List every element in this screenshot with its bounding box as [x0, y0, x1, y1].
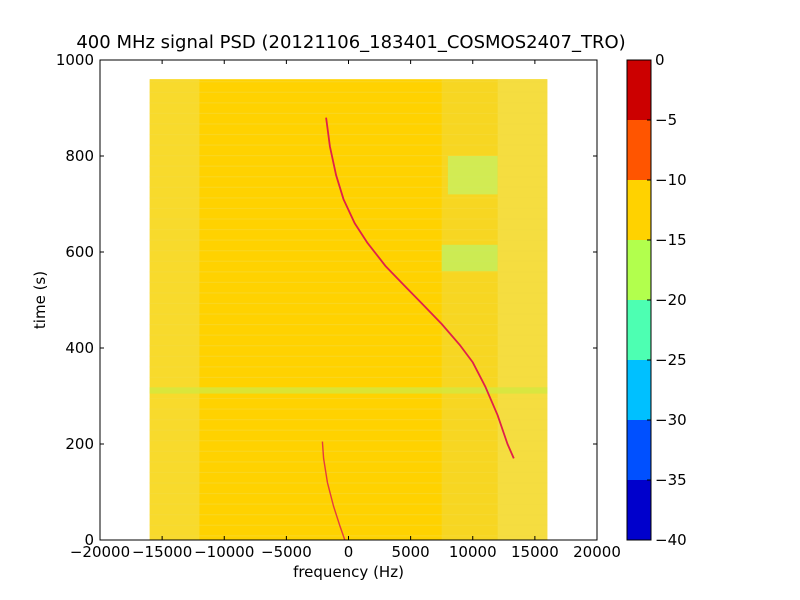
spectrogram-stripe — [149, 419, 548, 421]
colorbar: 0 −5 −10 −15 −20 −25 −30 −35 −40 — [627, 51, 687, 549]
x-axis: −20000 −15000 −10000 −5000 0 5000 10000 15000 20… — [70, 60, 621, 561]
colorbar-band — [627, 120, 651, 180]
colorbar-band — [627, 360, 651, 420]
spectrogram-stripe — [149, 144, 548, 146]
y-axis: 0 200 400 600 800 1000 — [56, 51, 597, 549]
colorbar-tick-label: −15 — [655, 231, 687, 249]
spectrogram-stripe — [149, 123, 548, 125]
spectrogram-stripe — [149, 81, 548, 83]
x-tick-label: 0 — [344, 543, 354, 561]
spectrogram-stripe — [149, 461, 548, 463]
spectrogram-stripe — [149, 408, 548, 410]
spectrogram-stripe — [149, 471, 548, 474]
spectrogram-stripe — [149, 133, 548, 136]
colorbar-tick-label: −40 — [655, 531, 687, 549]
signal-trace-lower — [321, 441, 346, 541]
colorbar-tick-label: −35 — [655, 471, 687, 489]
x-tick-label: 5000 — [392, 543, 430, 561]
spectrogram-stripe — [149, 482, 548, 484]
y-tick-label: 1000 — [56, 51, 94, 69]
spectrogram-stripe — [149, 197, 548, 199]
colorbar-frame — [626, 59, 652, 541]
spectrogram-stripe — [149, 292, 548, 294]
spectrogram-stripe — [149, 155, 548, 157]
spectrogram-stripe — [149, 313, 548, 315]
green-patch — [447, 156, 498, 195]
spectrogram-stripe — [149, 102, 548, 104]
spectrogram-stripe — [149, 334, 548, 336]
spectrogram-stripe — [149, 281, 548, 283]
spectrogram-stripe — [149, 450, 548, 452]
x-tick-label: 20000 — [573, 543, 621, 561]
x-tick-label: −15000 — [132, 543, 192, 561]
colorbar-band — [627, 300, 651, 360]
y-tick-label: 800 — [65, 147, 94, 165]
spectrogram-stripe — [149, 91, 548, 93]
spectrogram-stripe — [149, 366, 548, 368]
spectrogram-stripe — [149, 239, 548, 241]
spectrogram-stripe — [149, 503, 548, 505]
spectrogram-stripe — [149, 535, 548, 537]
spectrogram-stripe — [149, 429, 548, 431]
x-tick-label: 15000 — [511, 543, 559, 561]
colorbar-tick-label: −20 — [655, 291, 687, 309]
spectrogram-stripe — [149, 112, 548, 114]
colorbar-tick-label: −25 — [655, 351, 687, 369]
spectrogram-stripe — [149, 397, 548, 400]
spectrogram-stripe — [149, 355, 548, 357]
spectrogram-stripe — [149, 324, 548, 326]
colorbar-tick-label: −10 — [655, 171, 687, 189]
colorbar-band — [627, 240, 651, 300]
signal-trace-upper — [325, 117, 515, 459]
spectrogram-stripe — [149, 345, 548, 347]
spectrogram-stripe — [149, 218, 548, 220]
spectrogram-stripe — [149, 186, 548, 188]
spectrogram-stripe — [149, 271, 548, 273]
y-tick-label: 200 — [65, 435, 94, 453]
colorbar-band — [627, 420, 651, 480]
y-tick-label: 600 — [65, 243, 94, 261]
x-tick-label: −20000 — [70, 543, 130, 561]
spectrogram-stripe — [149, 524, 548, 526]
colorbar-tick-label: 0 — [655, 51, 665, 69]
spectrogram-right-fade — [441, 79, 498, 540]
x-tick-label: −5000 — [261, 543, 312, 561]
spectrogram-stripe — [149, 492, 548, 495]
spectrogram-stripe — [149, 514, 548, 516]
colorbar-tick-label: −30 — [655, 411, 687, 429]
colorbar-band — [627, 480, 651, 540]
green-patch — [149, 387, 548, 394]
spectrogram-stripe — [149, 260, 548, 262]
spectrogram-stripe — [149, 250, 548, 252]
green-patch — [441, 244, 498, 272]
spectrogram-stripe — [149, 176, 548, 178]
colorbar-tick-label: −5 — [655, 111, 677, 129]
plot-area — [149, 79, 548, 541]
chart-title: 400 MHz signal PSD (20121106_183401_COSM… — [76, 32, 625, 53]
y-axis-label: time (s) — [31, 271, 49, 329]
spectrogram-stripe — [149, 228, 548, 231]
x-axis-label: frequency (Hz) — [293, 563, 404, 581]
x-tick-label: 10000 — [449, 543, 497, 561]
spectrogram-stripe — [149, 165, 548, 167]
spectrogram-stripe — [149, 376, 548, 378]
x-tick-label: −10000 — [194, 543, 254, 561]
colorbar-band — [627, 180, 651, 240]
y-tick-label: 400 — [65, 339, 94, 357]
spectrogram-left-edge — [149, 79, 200, 540]
spectrogram-stripe — [149, 302, 548, 305]
spectrogram-stripe — [149, 440, 548, 442]
spectrogram-right-edge — [497, 79, 548, 540]
colorbar-band — [627, 60, 651, 120]
y-tick-label: 0 — [84, 531, 94, 549]
